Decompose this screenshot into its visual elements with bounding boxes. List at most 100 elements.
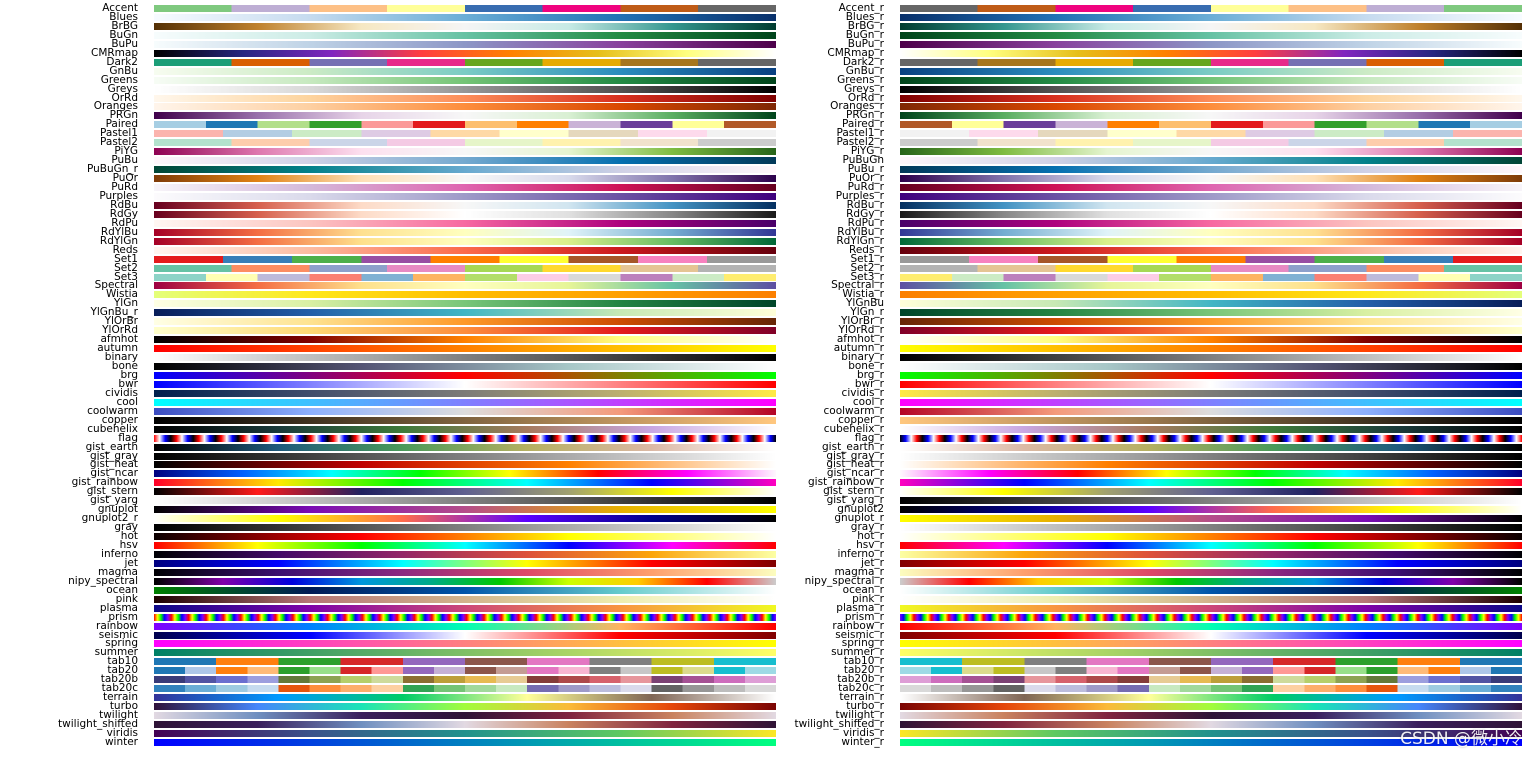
colormap-label: inferno: [101, 547, 138, 560]
colormap-row: BuGn: [0, 29, 776, 41]
colormap-row: Dark2_r: [746, 56, 1522, 68]
colormap-label: YlGn_r: [850, 306, 884, 319]
colormap-bar: [900, 354, 1522, 362]
colormap-bar: [154, 22, 776, 30]
colormap-bar: [154, 712, 776, 720]
colormap-label: gist_heat: [89, 458, 138, 471]
colormap-bar: [154, 85, 776, 93]
colormap-bar: [154, 246, 776, 254]
colormap-label: YlOrRd_r: [838, 324, 884, 337]
colormap-bar: [154, 210, 776, 218]
colormap-bar: [900, 649, 1522, 657]
colormap-bar: [900, 631, 1522, 639]
colormap-bar: [154, 309, 776, 317]
colormap-bar: [154, 76, 776, 84]
colormap-row: BuPu: [0, 38, 776, 50]
colormap-label: tab10: [107, 655, 138, 668]
colormap-label: YlOrBr_r: [841, 315, 884, 328]
colormap-label: jet: [124, 556, 139, 569]
colormap-label: RdYlGn: [99, 234, 138, 247]
colormap-bar: [154, 729, 776, 737]
colormap-row: GnBu: [0, 65, 776, 77]
colormap-row: PuBuGn: [746, 154, 1522, 166]
colormap-bar: [900, 407, 1522, 415]
colormap-label: PRGn_r: [846, 109, 884, 122]
colormap-label: seismic: [98, 628, 138, 641]
colormap-bar: [154, 533, 776, 541]
colormap-bar: [900, 13, 1522, 21]
colormap-bar: [900, 434, 1522, 442]
colormap-label: gist_earth: [85, 440, 138, 453]
colormap-label: YlOrRd: [102, 324, 138, 337]
colormap-label: Spectral_r: [831, 279, 884, 292]
colormap-row: brg_r: [746, 369, 1522, 381]
watermark: CSDN @微小冷: [1400, 729, 1522, 749]
colormap-label: summer_r: [831, 646, 884, 659]
colormap-row: tab10_r: [746, 655, 1522, 667]
colormap-row: PiYG_r: [746, 145, 1522, 157]
colormap-bar: [154, 103, 776, 111]
colormap-bar: [900, 255, 1522, 263]
colormap-label: Set3: [114, 270, 138, 283]
colormap-label: tab20_r: [843, 664, 884, 677]
colormap-label: Set2: [114, 261, 138, 274]
colormap-label: RdPu: [111, 216, 138, 229]
colormap-label: Pastel2_r: [836, 136, 884, 149]
colormap-bar: [900, 371, 1522, 379]
colormap-bar: [154, 515, 776, 523]
colormap-bar: [154, 40, 776, 48]
colormap-row: RdBu: [0, 199, 776, 211]
colormap-row: PRGn: [0, 109, 776, 121]
colormap-row: BuGn_r: [746, 29, 1522, 41]
colormap-label: BrBG_r: [847, 19, 884, 32]
colormap-bar: [900, 103, 1522, 111]
colormap-bar: [900, 425, 1522, 433]
colormap-bar: [900, 228, 1522, 236]
colormap-label: winter_r: [841, 735, 884, 748]
colormap-bar: [900, 184, 1522, 191]
colormap-label: seismic_r: [835, 628, 884, 641]
colormap-row: gnuplot: [0, 503, 776, 515]
colormap-label: Set2_r: [850, 261, 885, 274]
colormap-bar: [900, 318, 1522, 326]
colormap-label: spring: [105, 637, 138, 650]
colormap-row: gray_r: [746, 521, 1522, 534]
colormap-bar: [154, 685, 776, 693]
colormap-row: Purples: [0, 189, 776, 202]
colormap-row: PuRd: [0, 181, 776, 193]
colormap-row: pink: [0, 593, 776, 605]
colormap-label: magma: [98, 565, 138, 578]
colormap-bar: [154, 371, 776, 379]
colormap-row: GnBu_r: [746, 65, 1522, 77]
colormap-bar: [900, 559, 1522, 567]
colormap-label: Wistia_r: [842, 288, 884, 301]
colormap-row: YlOrBr: [0, 315, 776, 328]
colormap-label: Reds: [112, 243, 138, 256]
colormap-row: PuOr_r: [746, 172, 1522, 184]
colormap-bar: [154, 488, 776, 496]
colormap-label: inferno_r: [837, 547, 884, 560]
colormap-row: turbo_r: [746, 700, 1522, 712]
colormap-bar: [154, 219, 776, 227]
colormap-label: coolwarm_r: [823, 404, 885, 417]
colormap-row: Pastel1: [0, 127, 776, 139]
colormap-bar: [154, 354, 776, 362]
colormap-row: PuBu: [0, 154, 776, 167]
colormap-label: YlOrBr: [104, 315, 138, 328]
colormap-label: OrRd_r: [847, 91, 884, 104]
colormap-label: RdYlBu: [100, 225, 138, 238]
colormap-label: PuBu: [111, 154, 138, 167]
colormap-row: brg: [0, 369, 776, 381]
colormap-row: jet_r: [746, 557, 1522, 569]
colormap-bar: [154, 649, 776, 657]
colormap-label: gray_r: [850, 521, 884, 534]
colormap-row: tab20_r: [746, 664, 1522, 677]
colormap-row: copper_r: [746, 414, 1522, 426]
colormap-bar: [154, 640, 776, 648]
colormap-row: Set2: [0, 261, 776, 274]
colormap-bar: [900, 237, 1522, 245]
colormap-label: Purples: [99, 189, 138, 202]
colormap-row: cividis_r: [746, 387, 1522, 399]
colormap-label: gnuplot2: [837, 503, 884, 516]
colormap-label: tab20b_r: [837, 673, 884, 686]
